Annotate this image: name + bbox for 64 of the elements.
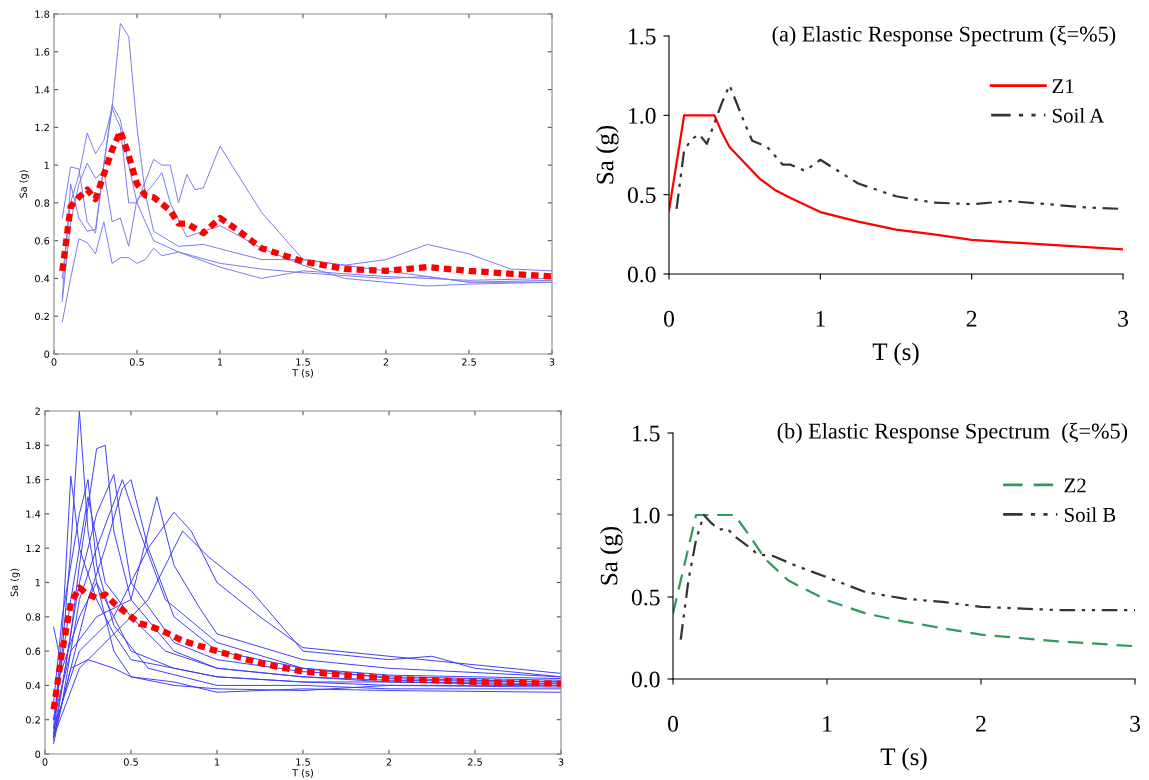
y-tick-label: 0.0 bbox=[627, 266, 656, 283]
x-tick-label: 0.5 bbox=[129, 358, 144, 366]
x-tick-label: 0 bbox=[51, 358, 57, 366]
x-tick-label: 1 bbox=[816, 310, 825, 327]
x-tick-label: 3 bbox=[558, 758, 564, 766]
y-tick-label: 0.0 bbox=[631, 671, 660, 688]
x-tick-label: 3 bbox=[549, 358, 555, 366]
y-tick-label: 0.8 bbox=[35, 199, 50, 207]
y-tick-label: 0 bbox=[44, 350, 50, 358]
y-tick-label: 0.4 bbox=[26, 681, 41, 690]
y-axis-title: Sa (g) bbox=[595, 125, 619, 184]
x-tick-label: 2 bbox=[383, 358, 389, 366]
y-tick-label: 1.5 bbox=[633, 425, 660, 442]
x-tick-label: 2 bbox=[976, 715, 986, 732]
legend-label: Soil A bbox=[1052, 107, 1105, 123]
y-tick-label: 0.5 bbox=[631, 589, 660, 606]
x-tick-label: 2 bbox=[966, 310, 977, 327]
x-tick-label: 1.5 bbox=[296, 358, 310, 366]
x-tick-label: 2.5 bbox=[467, 758, 482, 766]
x-tick-label: 0.5 bbox=[123, 758, 138, 766]
x-tick-label: 3 bbox=[1130, 715, 1140, 732]
y-tick-label: 0.2 bbox=[35, 312, 49, 321]
y-tick-label: 1 bbox=[35, 579, 40, 587]
y-tick-label: 1.0 bbox=[633, 507, 660, 524]
y-tick-label: 1.5 bbox=[629, 28, 656, 45]
x-tick-label: 1 bbox=[214, 758, 220, 766]
y-tick-label: 0.4 bbox=[35, 274, 50, 283]
y-tick-label: 1 bbox=[44, 161, 49, 169]
legend-label: Z2 bbox=[1064, 478, 1086, 493]
y-tick-label: 1.0 bbox=[629, 107, 656, 124]
x-tick-label: 2.5 bbox=[461, 358, 476, 366]
y-tick-label: 0.6 bbox=[26, 647, 41, 655]
legend-label: Z1 bbox=[1052, 79, 1074, 93]
y-tick-label: 0.6 bbox=[35, 237, 50, 245]
y-tick-label: 1.8 bbox=[26, 441, 41, 450]
x-tick-label: 0 bbox=[664, 310, 674, 327]
x-axis-title: T (s) bbox=[872, 342, 919, 366]
y-tick-label: 1.2 bbox=[35, 123, 49, 132]
y-tick-label: 1.6 bbox=[26, 476, 41, 484]
y-tick-label: 0.5 bbox=[627, 187, 656, 204]
x-axis-title: T (s) bbox=[292, 368, 314, 378]
x-axis-title: T (s) bbox=[292, 768, 314, 778]
x-axis-title: T (s) bbox=[880, 747, 927, 771]
y-tick-label: 1.6 bbox=[35, 48, 50, 56]
x-tick-label: 1 bbox=[217, 358, 223, 366]
y-tick-label: 0.2 bbox=[26, 716, 40, 724]
y-tick-label: 1.2 bbox=[26, 544, 40, 552]
y-axis-title: Sa (g) bbox=[19, 170, 29, 198]
y-tick-label: 1.4 bbox=[26, 510, 41, 518]
y-tick-label: 0.8 bbox=[26, 613, 41, 621]
x-tick-label: 1 bbox=[823, 715, 832, 732]
y-tick-label: 2 bbox=[35, 407, 40, 415]
y-tick-label: 0 bbox=[35, 750, 41, 758]
chart-title: (a) Elastic Response Spectrum (ξ=%5) bbox=[772, 25, 1116, 47]
x-tick-label: 0 bbox=[668, 715, 678, 732]
y-axis-title: Sa (g) bbox=[599, 526, 623, 585]
y-tick-label: 1.4 bbox=[35, 86, 50, 94]
x-tick-label: 1.5 bbox=[296, 758, 310, 766]
legend-label: Soil B bbox=[1064, 507, 1116, 522]
x-tick-label: 2 bbox=[386, 758, 392, 766]
x-tick-label: 3 bbox=[1118, 310, 1128, 327]
y-axis-title: Sa (g) bbox=[10, 568, 20, 597]
chart-title: (b) Elastic Response Spectrum (ξ=%5) bbox=[777, 422, 1128, 444]
y-tick-label: 1.8 bbox=[35, 10, 50, 18]
